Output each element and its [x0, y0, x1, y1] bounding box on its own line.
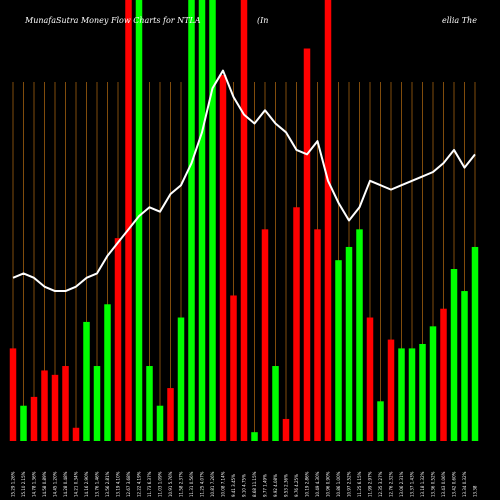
x-axis-tick-labels: 15.29 1.26% 15.10 2.15% 14.78 1.36% 14.5… — [11, 471, 478, 497]
tick-label: 10.86 1.00% — [336, 471, 341, 497]
tick-label: 11.25 4.07% — [200, 471, 205, 497]
volume-bar — [324, 0, 332, 441]
volume-bar — [83, 321, 90, 441]
tick-label: 11.03 1.09% — [158, 471, 163, 497]
volume-bar — [51, 374, 59, 441]
volume-bar — [20, 405, 27, 441]
volume-bar — [62, 366, 69, 441]
bars — [9, 0, 479, 441]
volume-bar — [125, 0, 132, 441]
volume-bar — [429, 326, 437, 441]
volume-bar — [135, 0, 143, 441]
tick-label: 9.41 3.45% — [231, 474, 236, 497]
tick-label: 13.19 4.10% — [116, 471, 121, 497]
tick-label: 10.08 7.14% — [221, 471, 226, 497]
tick-label: 10.91 5.76% — [168, 471, 173, 497]
volume-bar — [177, 317, 185, 441]
volume-bar — [335, 260, 342, 441]
volume-bar — [450, 269, 458, 441]
chart-title-left: MunafaSutra Money Flow Charts for NTLA — [24, 16, 201, 25]
volume-bar — [345, 246, 353, 441]
volume-bar — [461, 291, 468, 441]
tick-label: 14.16 2.90% — [84, 471, 89, 497]
volume-bar — [198, 0, 206, 441]
volume-bar — [167, 388, 174, 441]
tick-label: 13.34 0.32% — [462, 471, 467, 497]
tick-label: 11.99 2.97% — [368, 471, 373, 497]
volume-bar — [230, 295, 237, 441]
tick-label: 9.76 4.25% — [294, 474, 299, 497]
chart-title-right: ellia The — [442, 16, 477, 25]
volume-bar — [188, 0, 195, 441]
volume-bar — [30, 396, 38, 441]
tick-label: 15.29 1.26% — [11, 471, 16, 497]
tick-label: 14.58 0.89% — [42, 471, 47, 497]
tick-label: 10.81 7.26% — [210, 471, 215, 497]
volume-bar — [282, 418, 290, 441]
tick-label: 10.96 0.90% — [326, 471, 331, 497]
volume-bar — [293, 207, 300, 441]
volume-bar — [419, 343, 426, 441]
chart-title-middle: (In — [257, 16, 268, 25]
volume-bar — [377, 401, 384, 441]
tick-label: 13.06 2.31% — [399, 471, 404, 497]
tick-label: 11.73 6.37% — [147, 471, 152, 497]
volume-bar — [114, 238, 122, 441]
volume-bar — [408, 348, 416, 441]
tick-label: 15.10 2.15% — [21, 471, 26, 497]
tick-label: 14.28 0.48% — [63, 471, 68, 497]
tick-label: 10.49 4.30% — [315, 471, 320, 497]
tick-label: 13.18 1.32% — [420, 471, 425, 497]
tick-label: 9.92 4.08% — [273, 474, 278, 497]
volume-bar — [72, 427, 80, 441]
volume-bar — [471, 246, 479, 441]
volume-bar — [41, 370, 48, 441]
volume-bar — [440, 308, 447, 441]
volume-bar — [261, 229, 269, 441]
tick-label: 13.43 0.06% — [441, 471, 446, 497]
volume-bar — [104, 304, 111, 441]
volume-bar — [272, 366, 279, 441]
tick-label: 13.37 1.43% — [410, 471, 415, 497]
tick-label: 11.58 2.37% — [179, 471, 184, 497]
tick-label: 10.19 2.86% — [305, 471, 310, 497]
volume-bar — [146, 366, 153, 441]
tick-label: 12.22 4.19% — [137, 471, 142, 497]
tick-label: 14.21 0.34% — [74, 471, 79, 497]
tick-label: 13.56 2.81% — [105, 471, 110, 497]
tick-label: 12.35 3.27% — [378, 471, 383, 497]
tick-label: 11.25 6.15% — [357, 471, 362, 497]
volume-bar — [387, 339, 395, 441]
tick-label: 12.76 2.32% — [389, 471, 394, 497]
volume-bar — [366, 317, 374, 441]
tick-label: 14.45 1.20% — [53, 471, 58, 497]
tick-label: 13.38 — [473, 485, 478, 497]
volume-bar — [156, 405, 164, 441]
volume-bar — [240, 0, 248, 441]
tick-label: 9.77 1.49% — [263, 474, 268, 497]
volume-bar — [209, 0, 216, 441]
volume-bar — [314, 229, 321, 441]
tick-label: 8.68 11.15% — [252, 471, 257, 497]
tick-label: 10.97 2.52% — [347, 471, 352, 497]
volume-bar — [219, 74, 227, 441]
volume-bar — [251, 432, 258, 441]
tick-label: 14.78 1.36% — [32, 471, 37, 497]
tick-label: 13.42 0.60% — [452, 471, 457, 497]
tick-label: 13.36 0.52% — [431, 471, 436, 497]
volume-bar — [398, 348, 405, 441]
volume-bar — [9, 348, 17, 441]
tick-label: 9.10 4.75% — [242, 474, 247, 497]
tick-label: 11.31 0.56% — [189, 471, 194, 497]
tick-label: 9.53 2.36% — [284, 474, 289, 497]
tick-label: 12.67 3.68% — [126, 471, 131, 497]
volume-bar — [356, 229, 363, 441]
volume-bar — [93, 366, 101, 441]
volume-bar — [303, 48, 311, 441]
tick-label: 13.76 1.46% — [95, 471, 100, 497]
money-flow-line — [12, 69, 476, 293]
